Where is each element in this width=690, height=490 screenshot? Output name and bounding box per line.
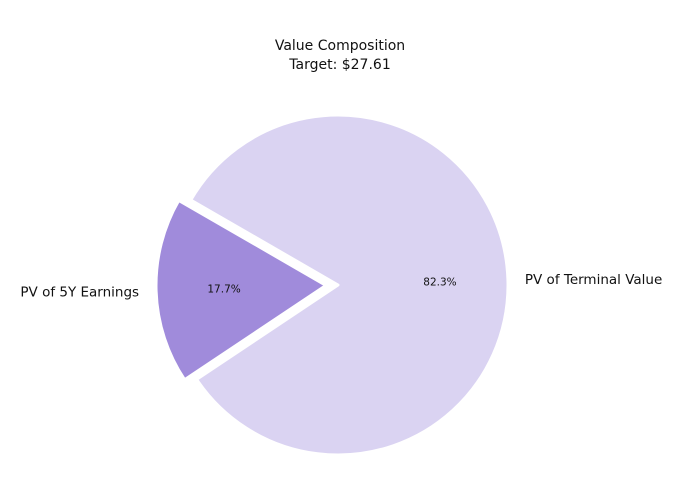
chart-subtitle: Target: $27.61 — [288, 57, 390, 73]
chart-title: Value Composition — [275, 38, 405, 54]
slice-category-label: PV of Terminal Value — [525, 272, 662, 288]
slice-percent-label: 82.3% — [423, 277, 456, 289]
slice-percent-label: 17.7% — [207, 284, 240, 296]
pie-slices — [154, 113, 510, 457]
pie-labels: 17.7% PV of 5Y Earnings 82.3% PV of Termina… — [20, 272, 662, 301]
pie-slice-1 — [154, 198, 328, 382]
pie-slice-2 — [189, 113, 510, 457]
slice-category-label: PV of 5Y Earnings — [20, 284, 139, 300]
